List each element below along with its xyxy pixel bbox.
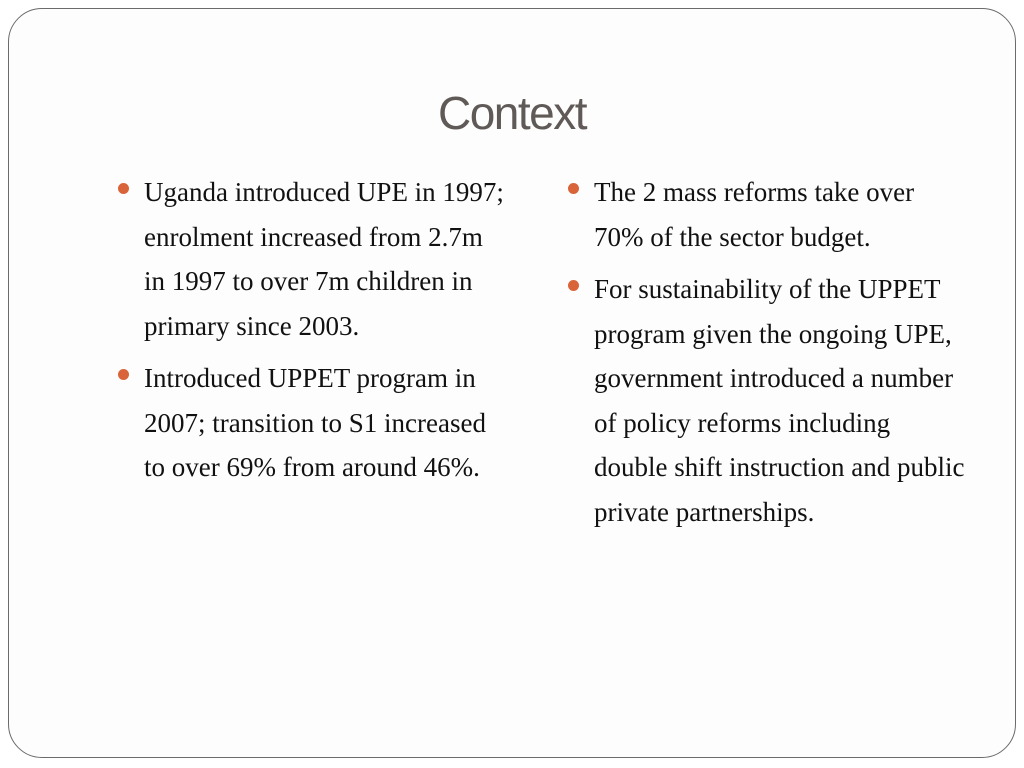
- bullet-item: The 2 mass reforms take over 70% of the …: [568, 170, 968, 259]
- bullet-item: Introduced UPPET program in 2007; transi…: [118, 356, 510, 490]
- bullet-text: For sustainability of the UPPET program …: [594, 274, 965, 527]
- slide-title: Context: [437, 87, 588, 139]
- bullet-dot-icon: [568, 280, 579, 291]
- bullet-item: For sustainability of the UPPET program …: [568, 267, 968, 534]
- slide-frame: [8, 8, 1016, 758]
- bullet-item: Uganda introduced UPE in 1997; enrolment…: [118, 170, 510, 348]
- left-bullet-list: Uganda introduced UPE in 1997; enrolment…: [118, 170, 510, 498]
- bullet-text: Introduced UPPET program in 2007; transi…: [144, 363, 486, 482]
- bullet-dot-icon: [118, 183, 129, 194]
- bullet-text: The 2 mass reforms take over 70% of the …: [594, 177, 915, 252]
- bullet-text: Uganda introduced UPE in 1997; enrolment…: [144, 177, 504, 341]
- right-bullet-list: The 2 mass reforms take over 70% of the …: [568, 170, 968, 542]
- bullet-dot-icon: [568, 183, 579, 194]
- bullet-dot-icon: [118, 369, 129, 380]
